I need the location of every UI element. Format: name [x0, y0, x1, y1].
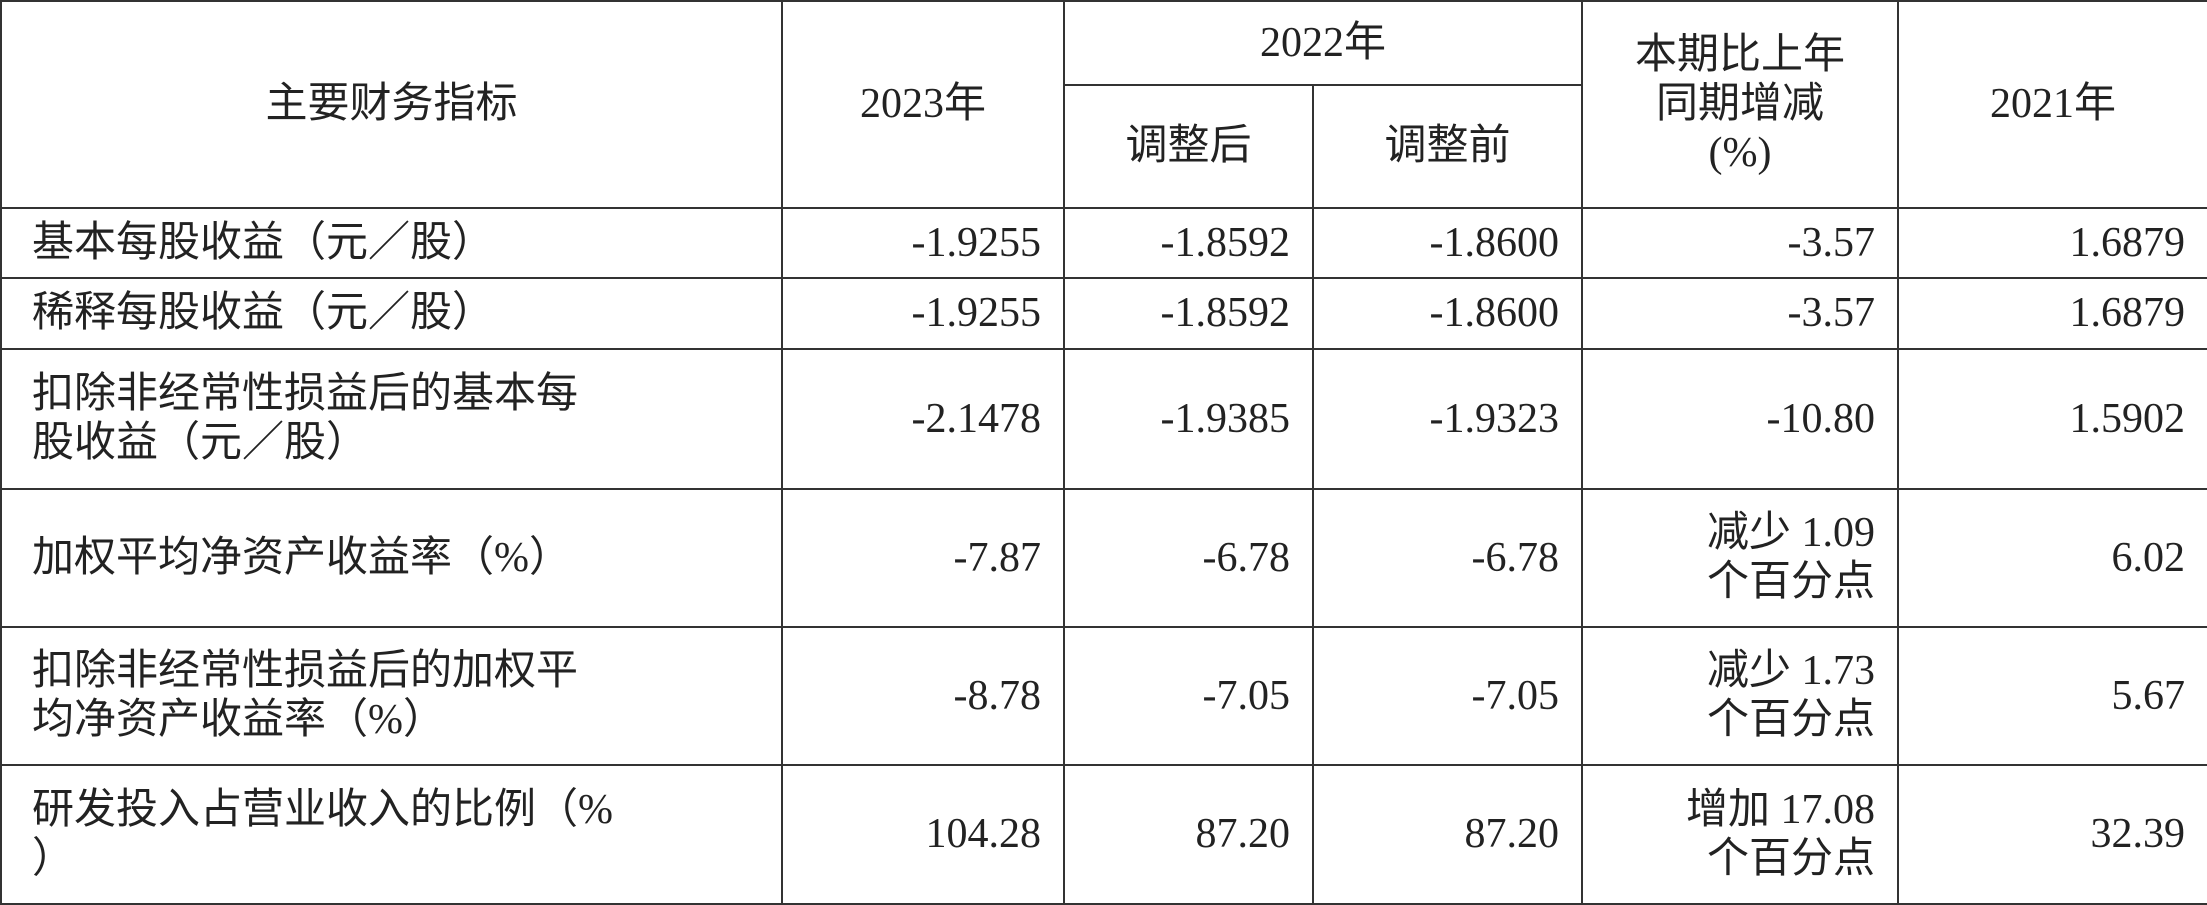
cell-line: -6.78: [1202, 534, 1291, 581]
table-cell: -7.05: [1311, 626, 1584, 766]
table-cell: 调整后: [1063, 84, 1314, 209]
cell-line: 加权平均净资产收益率（%）: [32, 534, 571, 581]
table-cell: -1.9255: [781, 207, 1065, 279]
cell-line: -1.9255: [911, 290, 1042, 336]
data-row: 研发投入占营业收入的比例（%） 104.28 87.20 87.20 增加 17.08 个…: [0, 764, 2207, 905]
table-cell: 调整前: [1311, 84, 1584, 209]
header-row: 调整后 调整前: [1, 84, 2207, 209]
cell-line: 个百分点: [1707, 835, 1876, 882]
table-cell: -1.9255: [781, 277, 1065, 350]
cell-line: 个百分点: [1707, 697, 1876, 743]
cell-line: ）: [32, 835, 75, 882]
data-row: 加权平均净资产收益率（%） -7.87 -6.78 -6.78 减少 1.09 个百分点 6…: [0, 488, 2207, 628]
data-row: 扣除非经常性损益后的加权平 均净资产收益率（%） -8.78 -7.05 -7.05 减少…: [0, 626, 2207, 766]
cell-line: -7.05: [1202, 672, 1291, 719]
table-cell: 增加 17.08 个百分点: [1581, 764, 1900, 905]
table-cell: -7.87: [781, 488, 1065, 628]
cell-line: 87.20: [1195, 811, 1291, 857]
table-cell: 1.6879: [1897, 207, 2207, 279]
table-cell: 2021年: [1897, 0, 2207, 209]
cell-line: 均净资产收益率（%）: [32, 697, 445, 743]
table-cell: 2023年: [781, 0, 1065, 209]
cell-line: 1.6879: [2069, 290, 2186, 336]
table-cell: 32.39: [1897, 764, 2207, 905]
table-cell: 5.67: [1897, 626, 2207, 766]
cell-line: 本期比上年: [1635, 32, 1846, 78]
table-cell: 减少 1.73 个百分点: [1581, 626, 1900, 766]
table-cell: -6.78: [1063, 488, 1314, 628]
cell-line: 6.02: [2111, 534, 2186, 581]
table-cell: 主要财务指标: [0, 0, 783, 209]
cell-line: 104.28: [925, 811, 1042, 857]
table-cell: 2022年: [1062, 0, 1584, 86]
table-cell: -1.8600: [1311, 207, 1584, 279]
cell-line: -7.05: [1471, 672, 1560, 719]
cell-line: -2.1478: [911, 395, 1042, 442]
cell-line: -8.78: [953, 672, 1042, 719]
cell-line: 32.39: [2090, 811, 2186, 857]
cell-line: -1.8592: [1160, 219, 1291, 266]
cell-line: -1.9385: [1160, 395, 1291, 442]
table-cell: 87.20: [1311, 764, 1584, 905]
cell-line: 减少 1.09: [1707, 510, 1876, 556]
cell-line: 扣除非经常性损益后的基本每: [32, 371, 579, 417]
cell-line: -1.8592: [1160, 290, 1291, 336]
cell-line: (%): [1708, 130, 1772, 176]
cell-line: -10.80: [1766, 395, 1876, 442]
cell-line: -1.8600: [1429, 219, 1560, 266]
cell-line: 稀释每股收益（元／股）: [32, 290, 495, 336]
cell-line: 个百分点: [1707, 559, 1876, 605]
cell-line: -1.9323: [1429, 395, 1560, 442]
cell-line: 87.20: [1464, 811, 1560, 857]
table-cell: 稀释每股收益（元／股）: [0, 277, 783, 350]
cell-line: -3.57: [1787, 290, 1876, 336]
table-cell: -1.8592: [1063, 207, 1314, 279]
table-cell: 加权平均净资产收益率（%）: [0, 488, 783, 628]
table-cell: -10.80: [1581, 348, 1900, 490]
table-cell: -1.8600: [1311, 277, 1584, 350]
cell-line: 研发投入占营业收入的比例（%: [32, 786, 613, 833]
table-cell: -6.78: [1311, 488, 1584, 628]
table-cell: 1.5902: [1897, 348, 2207, 490]
cell-line: 增加 17.08: [1686, 786, 1876, 833]
table-cell: -8.78: [781, 626, 1065, 766]
cell-line: -7.87: [953, 534, 1042, 581]
table-cell: 87.20: [1063, 764, 1314, 905]
table-cell: 扣除非经常性损益后的加权平 均净资产收益率（%）: [0, 626, 783, 766]
cell-line: -6.78: [1471, 534, 1560, 581]
table-cell: 6.02: [1897, 488, 2207, 628]
table-cell: -2.1478: [781, 348, 1065, 490]
table-cell: 基本每股收益（元／股）: [0, 207, 783, 279]
cell-line: 股收益（元／股）: [32, 420, 369, 466]
table-cell: 减少 1.09 个百分点: [1581, 488, 1900, 628]
data-row: 扣除非经常性损益后的基本每 股收益（元／股） -2.1478 -1.9385 -1.93…: [0, 348, 2207, 490]
table-cell: -3.57: [1581, 207, 1900, 279]
cell-line: -1.9255: [911, 219, 1042, 266]
data-row: 稀释每股收益（元／股） -1.9255 -1.8592 -1.8600 -3.57 1.6…: [0, 277, 2207, 350]
cell-line: 5.67: [2111, 672, 2186, 719]
cell-line: 1.6879: [2069, 219, 2186, 266]
cell-line: 同期增减: [1656, 81, 1825, 127]
table-cell: 本期比上年 同期增减 (%): [1581, 0, 1900, 209]
table-cell: 1.6879: [1897, 277, 2207, 350]
cell-line: 减少 1.73: [1707, 648, 1876, 694]
cell-line: 扣除非经常性损益后的加权平: [32, 648, 579, 694]
table-cell: 104.28: [781, 764, 1065, 905]
table-cell: -1.8592: [1063, 277, 1314, 350]
cell-line: -3.57: [1787, 219, 1876, 266]
table-cell: 扣除非经常性损益后的基本每 股收益（元／股）: [0, 348, 783, 490]
cell-line: -1.8600: [1429, 290, 1560, 336]
data-row: 基本每股收益（元／股） -1.9255 -1.8592 -1.8600 -3.57 1.6…: [0, 207, 2207, 279]
cell-line: 1.5902: [2069, 395, 2186, 442]
header-row: 主要财务指标 2023年 2022年 本期比上年 同期增减 (%) 2021年: [0, 0, 2207, 209]
cell-line: 基本每股收益（元／股）: [32, 219, 495, 266]
table-cell: -7.05: [1063, 626, 1314, 766]
table-cell: -3.57: [1581, 277, 1900, 350]
table-cell: -1.9385: [1063, 348, 1314, 490]
table-cell: -1.9323: [1311, 348, 1584, 490]
table-cell: 研发投入占营业收入的比例（%）: [0, 764, 783, 905]
